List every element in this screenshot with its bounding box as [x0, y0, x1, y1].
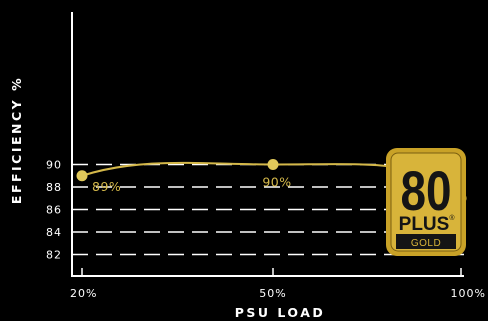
badge-number: 80 [400, 160, 451, 222]
data-label-1: 90% [262, 175, 291, 190]
badge-registered: ® [449, 214, 455, 222]
y-tick-labels: 82 84 86 88 90 [46, 159, 62, 262]
data-label-0: 89% [92, 179, 121, 194]
y-tick-label-90: 90 [46, 159, 62, 172]
y-tick-label-82: 82 [46, 249, 62, 262]
x-axis-label: PSU LOAD [235, 305, 326, 320]
x-tick-label-2: 100% [451, 287, 486, 300]
x-ticks: 20% 50% 100% [70, 268, 486, 300]
y-tick-label-86: 86 [46, 204, 62, 217]
x-tick-label-1: 50% [259, 287, 286, 300]
badge-inner [390, 152, 462, 252]
badge-plus: PLUS [399, 214, 450, 235]
badge-level: GOLD [411, 238, 441, 249]
y-tick-label-88: 88 [46, 181, 62, 194]
badge-level-band [396, 234, 456, 249]
y-tick-label-84: 84 [46, 226, 62, 239]
data-point-1 [267, 159, 279, 170]
x-tick-label-0: 20% [70, 287, 97, 300]
data-point-0 [76, 170, 88, 182]
y-axis-label: EFFICIENCY % [9, 76, 24, 204]
80-plus-gold-badge: 80 PLUS ® GOLD [386, 148, 466, 256]
